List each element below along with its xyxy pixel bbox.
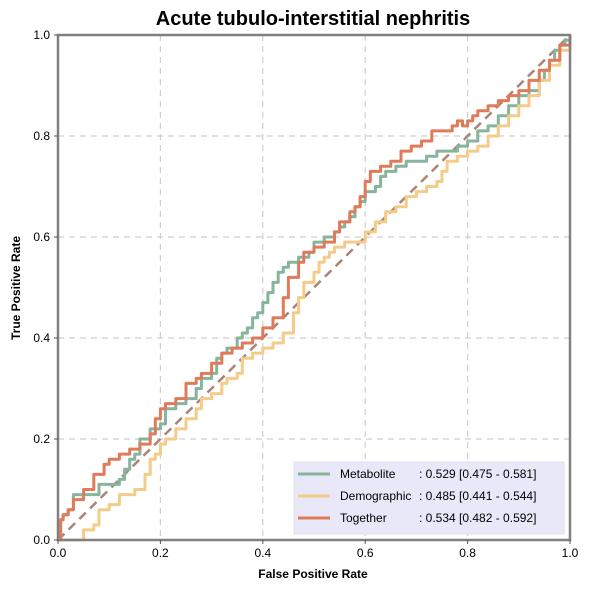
grid-lines: [58, 35, 570, 540]
series-layer: [58, 35, 572, 542]
legend-auc-label: : 0.529 [0.475 - 0.581]: [419, 467, 536, 481]
x-tick-label: 0.4: [254, 546, 271, 560]
y-tick-label: 0.8: [33, 129, 50, 143]
plot-frame: [56, 33, 572, 542]
x-tick-label: 0.2: [152, 546, 169, 560]
chart-title: Acute tubulo-interstitial nephritis: [156, 8, 470, 30]
legend: Metabolite : 0.529 [0.475 - 0.581] Demogra…: [293, 461, 565, 535]
series-line-together: [58, 35, 572, 542]
y-tick-label: 0.0: [33, 533, 50, 547]
legend-auc-label: : 0.534 [0.482 - 0.592]: [419, 511, 536, 525]
x-tick-label: 0.0: [50, 546, 67, 560]
legend-series-name: Metabolite: [340, 467, 396, 481]
x-tick-label: 0.6: [357, 546, 374, 560]
x-tick-label: 0.8: [459, 546, 476, 560]
plot-area: [58, 35, 570, 540]
series-line-demographic: [58, 35, 572, 542]
legend-series-name: Together: [340, 511, 387, 525]
y-axis-ticks: 0.0 0.2 0.4 0.6 0.8 1.0: [33, 28, 58, 547]
y-axis-title: True Positive Rate: [9, 236, 23, 340]
legend-box: [293, 461, 565, 535]
y-tick-label: 1.0: [33, 28, 50, 42]
y-tick-label: 0.6: [33, 230, 50, 244]
x-axis-ticks: 0.0 0.2 0.4 0.6 0.8 1.0: [50, 540, 579, 560]
x-tick-label: 1.0: [562, 546, 579, 560]
y-tick-label: 0.2: [33, 432, 50, 446]
y-tick-label: 0.4: [33, 331, 50, 345]
legend-auc-label: : 0.485 [0.441 - 0.544]: [419, 489, 536, 503]
legend-series-name: Demographic: [340, 489, 411, 503]
x-axis-title: False Positive Rate: [258, 567, 368, 581]
